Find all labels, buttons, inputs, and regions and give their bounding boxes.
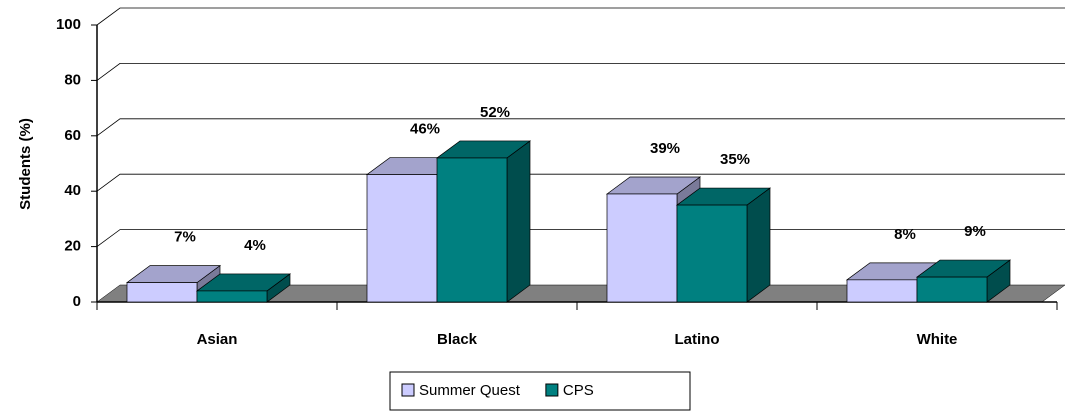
- bar: [126, 282, 198, 303]
- y-tick-label: 80: [64, 71, 81, 88]
- y-tick-label: 100: [56, 16, 81, 33]
- bar: [436, 157, 508, 303]
- legend-swatch: [401, 383, 415, 397]
- bar-side: [506, 140, 531, 303]
- y-tick-label: 40: [64, 182, 81, 199]
- bar: [916, 276, 988, 303]
- grid-line: [96, 118, 1065, 137]
- bar: [606, 193, 678, 303]
- x-tick-label: Black: [437, 331, 478, 348]
- data-label: 35%: [720, 151, 750, 168]
- legend-label: CPS: [563, 382, 594, 399]
- bar: [676, 204, 748, 303]
- y-tick-label: 20: [64, 238, 81, 255]
- grid-line: [96, 63, 1065, 81]
- bar: [196, 290, 268, 303]
- data-label: 7%: [174, 229, 196, 246]
- x-tick-label: White: [917, 331, 958, 348]
- x-tick-label: Latino: [675, 331, 720, 348]
- legend-swatch: [545, 383, 559, 397]
- y-axis-label: Students (%): [17, 118, 34, 210]
- grid-line: [96, 7, 1065, 26]
- grid-line: [96, 229, 1065, 247]
- legend-box: [389, 371, 691, 411]
- data-label: 4%: [244, 237, 266, 254]
- x-tick-label: Asian: [197, 331, 238, 348]
- data-label: 8%: [894, 226, 916, 243]
- bar: [366, 174, 438, 303]
- data-label: 46%: [410, 121, 440, 138]
- y-tick-label: 0: [73, 293, 81, 310]
- legend-label: Summer Quest: [419, 382, 521, 399]
- data-label: 39%: [650, 140, 680, 157]
- data-label: 9%: [964, 223, 986, 240]
- y-tick-label: 60: [64, 127, 81, 144]
- grid-line: [96, 173, 1065, 192]
- bar: [846, 279, 918, 303]
- data-label: 52%: [480, 104, 510, 121]
- bar-side: [746, 187, 771, 303]
